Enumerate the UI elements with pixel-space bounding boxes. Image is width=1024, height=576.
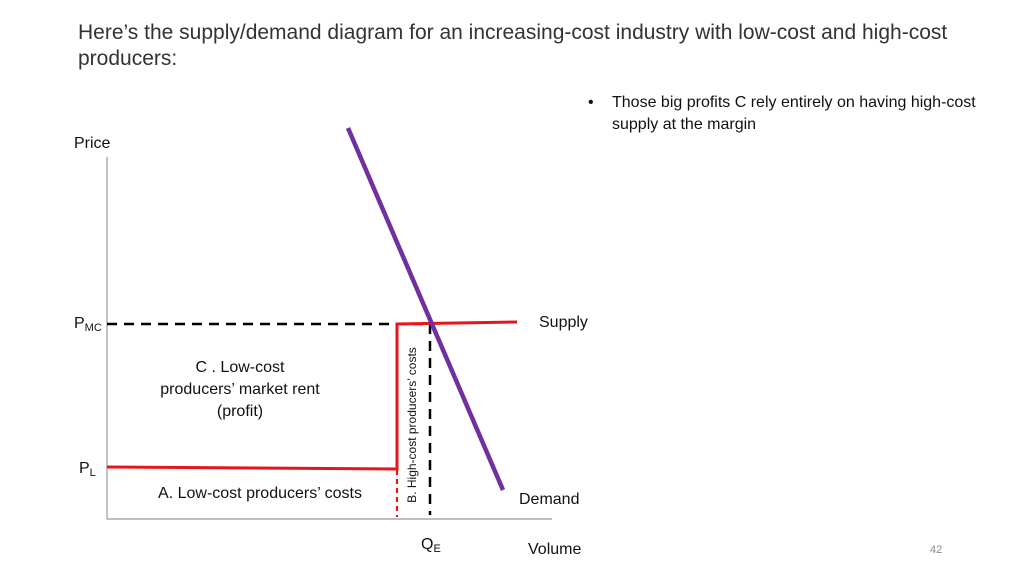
supply-label: Supply	[539, 314, 588, 331]
pmc-label-main: P	[74, 315, 85, 332]
pl-label: PL	[79, 460, 96, 479]
demand-curve	[345, 127, 506, 491]
area-c-label: C . Low-cost producers’ market rent (pro…	[160, 359, 320, 420]
pmc-label: PMC	[74, 315, 102, 334]
supply-curve	[106, 320, 518, 471]
price-axis-label: Price	[74, 135, 111, 152]
bullet-list-item: • Those big profits C rely entirely on h…	[588, 92, 1018, 136]
page-number: 42	[930, 544, 943, 556]
pl-label-main: P	[79, 460, 90, 477]
area-b-label-text: B. High-cost producers’ costs	[405, 347, 419, 503]
area-a-label: A. Low-cost producers’ costs	[158, 485, 362, 502]
bullet-text: Those big profits C rely entirely on hav…	[612, 94, 976, 133]
pl-label-sub: L	[89, 467, 96, 479]
volume-axis-label: Volume	[528, 541, 582, 558]
qe-label-main: Q	[421, 536, 434, 553]
slide-title: Here’s the supply/demand diagram for an …	[78, 21, 948, 70]
demand-label: Demand	[519, 491, 580, 508]
pmc-label-sub: MC	[84, 322, 102, 334]
area-b-label: B. High-cost producers’ costs	[404, 337, 420, 513]
bullet-point-icon: •	[588, 94, 594, 111]
qe-label-sub: E	[433, 543, 441, 555]
qe-label: QE	[421, 536, 441, 555]
